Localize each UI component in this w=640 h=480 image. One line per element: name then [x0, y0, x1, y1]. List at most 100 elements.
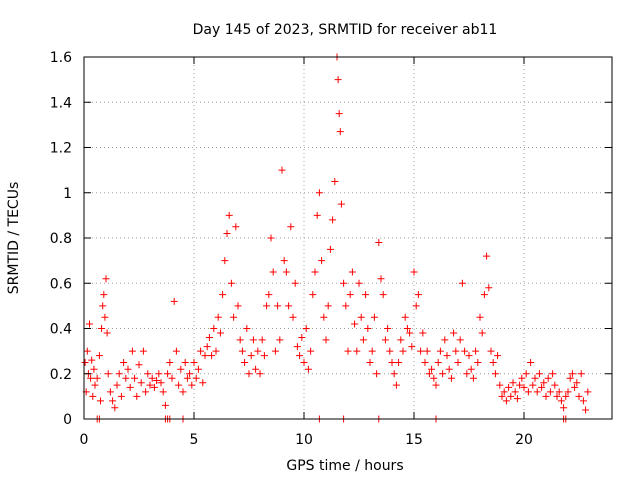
data-point: [463, 370, 471, 378]
data-point: [502, 397, 510, 405]
data-point: [419, 329, 427, 337]
data-point: [480, 291, 488, 299]
data-point: [232, 223, 240, 231]
data-point: [485, 284, 493, 292]
data-point: [529, 381, 537, 389]
data-point: [522, 370, 530, 378]
data-point: [505, 383, 513, 391]
data-point: [263, 302, 271, 310]
y-tick-label: 1.4: [50, 95, 72, 111]
data-point: [274, 302, 282, 310]
data-point: [524, 388, 532, 396]
data-point: [370, 313, 378, 321]
data-point: [348, 268, 356, 276]
data-point: [500, 388, 508, 396]
data-point: [513, 395, 521, 403]
data-point: [406, 329, 414, 337]
data-point: [225, 211, 233, 219]
data-point: [203, 343, 211, 351]
data-point: [478, 329, 486, 337]
data-point: [318, 257, 326, 265]
y-tick-label: 0.4: [50, 322, 72, 338]
data-point: [337, 200, 345, 208]
data-point: [298, 334, 306, 342]
data-point: [483, 252, 491, 260]
data-point: [329, 216, 337, 224]
data-point: [278, 166, 286, 174]
data-point: [320, 313, 328, 321]
y-tick-label: 1.6: [50, 50, 72, 66]
data-point: [190, 358, 198, 366]
data-point: [210, 325, 218, 332]
x-axis-label: GPS time / hours: [286, 458, 403, 474]
data-point: [439, 370, 447, 378]
data-point: [260, 352, 268, 360]
data-point: [133, 392, 141, 400]
data-point: [214, 313, 222, 321]
tick-labels: 0 0.2 0.4 0.6 0.8 1 1.2 1.4 1.6 0 5 10 15 20: [50, 50, 533, 448]
data-point: [249, 336, 257, 344]
data-point: [509, 379, 517, 387]
data-point: [331, 177, 339, 185]
data-point: [227, 279, 235, 287]
data-point: [441, 336, 449, 344]
data-point: [496, 381, 504, 389]
data-point: [219, 291, 227, 299]
data-point: [223, 229, 231, 237]
data-point: [562, 392, 570, 400]
data-point: [230, 313, 238, 321]
data-point: [575, 392, 583, 400]
axis-ticks: [83, 56, 612, 420]
data-point: [423, 347, 431, 355]
data-point: [81, 358, 89, 366]
data-point: [447, 374, 455, 382]
data-point: [139, 347, 147, 355]
data-point: [87, 374, 95, 382]
data-point: [344, 347, 352, 355]
data-point: [199, 379, 207, 387]
data-point: [553, 392, 561, 400]
data-point: [568, 370, 576, 378]
data-point: [494, 352, 502, 360]
data-point: [124, 365, 132, 373]
data-point: [546, 388, 554, 396]
data-point: [410, 268, 418, 276]
data-point: [161, 401, 169, 409]
y-tick-label: 0.6: [50, 276, 72, 292]
data-point: [131, 374, 139, 382]
data-point: [269, 268, 277, 276]
data-point: [146, 381, 154, 389]
data-point: [179, 388, 187, 396]
data-point: [100, 291, 108, 299]
data-point: [412, 302, 420, 310]
data-point: [571, 383, 579, 391]
data-point: [282, 268, 290, 276]
data-point: [243, 325, 251, 332]
data-point: [194, 365, 202, 373]
data-point: [518, 374, 526, 382]
y-tick-label: 1.2: [50, 141, 72, 157]
data-point: [390, 370, 398, 378]
data-point: [342, 302, 350, 310]
data-point: [403, 325, 411, 332]
data-point: [285, 302, 293, 310]
data-point: [109, 397, 117, 405]
x-tick-label: 5: [190, 432, 199, 448]
data-point: [364, 325, 372, 332]
data-point: [128, 347, 136, 355]
data-point: [452, 347, 460, 355]
data-point: [335, 110, 343, 118]
data-point: [408, 343, 416, 351]
data-point: [208, 352, 216, 360]
x-tick-label: 20: [515, 432, 533, 448]
data-point: [472, 347, 480, 355]
data-point: [445, 365, 453, 373]
data-point: [120, 358, 128, 366]
data-point: [126, 383, 134, 391]
data-point: [428, 365, 436, 373]
data-point: [362, 291, 370, 299]
data-point: [322, 336, 330, 344]
data-point: [540, 379, 548, 387]
y-tick-label: 0.2: [50, 367, 72, 383]
data-point: [247, 352, 255, 360]
